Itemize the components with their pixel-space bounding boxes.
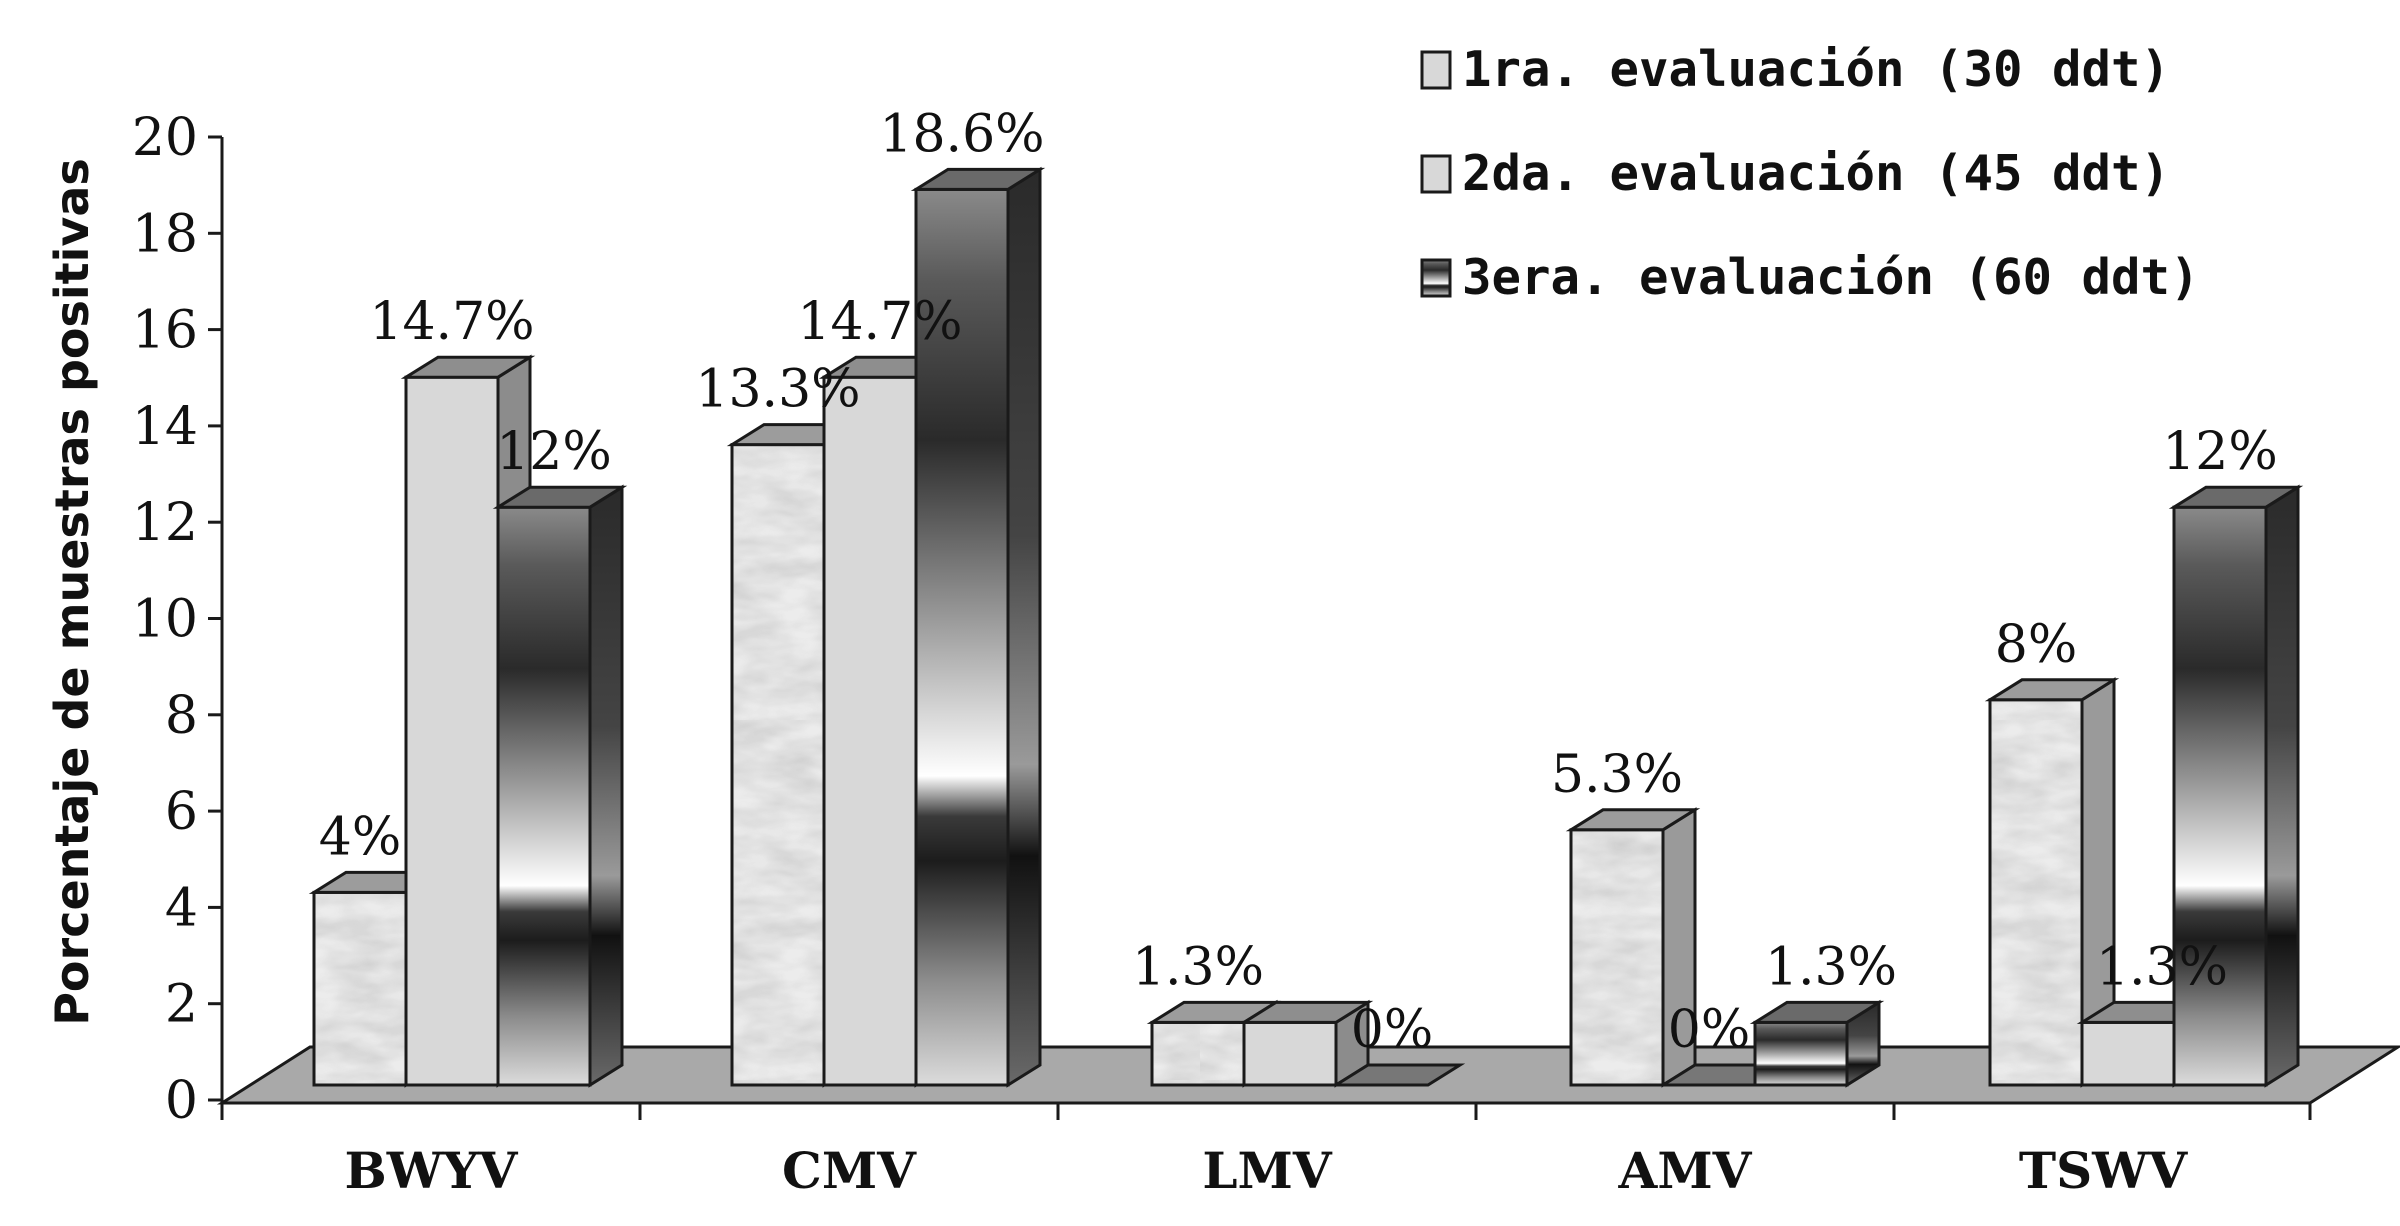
data-label: 5.3% [1551, 745, 1683, 805]
bar-top-face [400, 355, 536, 379]
bar-front-face [914, 187, 1010, 1087]
data-label: 0% [1668, 1000, 1751, 1060]
bar-zero-cap [1330, 1063, 1466, 1087]
data-label: 14.7% [797, 292, 962, 352]
y-tick-label: 16 [132, 301, 198, 361]
data-label: 14.7% [369, 292, 534, 352]
bar-front-face [1988, 698, 2084, 1087]
y-tick-label: 12 [132, 493, 198, 553]
x-tick-label: CMV [782, 1141, 917, 1200]
bar-front-face [496, 505, 592, 1087]
bar-front-face [2172, 505, 2268, 1087]
bar-bwyv-series-3 [492, 484, 628, 1088]
bar-side-face [1006, 166, 1042, 1088]
y-tick-label: 20 [132, 108, 198, 168]
bar-tswv-series-3 [2168, 484, 2304, 1088]
x-tick-label: LMV [1202, 1141, 1333, 1200]
bar-side-face [588, 484, 624, 1088]
legend: 1ra. evaluación (30 ddt) 2da. evaluación … [1420, 41, 2200, 306]
y-tick-label: 0 [165, 1071, 198, 1131]
bar-amv-series-1 [1565, 807, 1701, 1088]
bar-front-face [730, 443, 826, 1087]
bar-lmv-series-3 [1330, 1063, 1466, 1087]
bar-front-face [404, 375, 500, 1087]
bar-front-face [312, 890, 408, 1087]
bar-front-face [1150, 1020, 1246, 1087]
legend-label: 3era. evaluación (60 ddt) [1462, 249, 2200, 306]
legend-swatch [1420, 50, 1452, 90]
y-tick-label: 10 [132, 590, 198, 650]
y-tick-label: 6 [165, 782, 198, 842]
bar-top-face [1984, 678, 2120, 702]
bar-top-face [1565, 808, 1701, 832]
legend-label: 2da. evaluación (45 ddt) [1462, 145, 2170, 202]
data-label: 18.6% [879, 104, 1044, 164]
bar-amv-series-3 [1749, 999, 1885, 1088]
data-label: 1.3% [1765, 937, 1897, 997]
bar-top-face [910, 167, 1046, 191]
bar-front-face [1753, 1020, 1849, 1087]
bar-front-face [1569, 828, 1665, 1087]
data-label: 1.3% [1132, 937, 1264, 997]
data-label: 8% [1995, 615, 2078, 675]
bar-lmv-series-2 [1238, 999, 1374, 1088]
bar-tswv-series-1 [1984, 677, 2120, 1088]
legend-label: 1ra. evaluación (30 ddt) [1462, 41, 2170, 98]
data-label: 0% [1351, 1000, 1434, 1060]
data-label: 13.3% [695, 360, 860, 420]
bar-front-face [2080, 1020, 2176, 1087]
bar-top-face [2168, 485, 2304, 509]
data-labels: 4%14.7%12%13.3%14.7%18.6%1.3%0%5.3%0%1.3… [319, 104, 2278, 1060]
legend-item: 2da. evaluación (45 ddt) [1420, 145, 2170, 202]
y-axis-label: Porcentaje de muestras positivas [45, 158, 99, 1026]
axes: 0 2 4 6 8 10 12 14 16 18 20 BWYV CMV LMV AMV TSWV [132, 108, 2312, 1200]
legend-item: 1ra. evaluación (30 ddt) [1420, 41, 2170, 98]
y-tick-label: 4 [165, 878, 198, 938]
legend-item: 3era. evaluación (60 ddt) [1420, 249, 2200, 306]
data-label: 1.3% [2096, 937, 2228, 997]
bar-cmv-series-3 [910, 166, 1046, 1088]
data-label: 12% [496, 422, 612, 482]
data-label: 12% [2162, 422, 2278, 482]
y-tick-label: 18 [132, 204, 198, 264]
y-tick-label: 8 [165, 686, 198, 746]
legend-swatch [1420, 154, 1452, 194]
x-tick-label: AMV [1618, 1141, 1753, 1200]
bar-top-face [492, 485, 628, 509]
bar-front-face [1242, 1020, 1338, 1087]
bar-front-face [822, 375, 918, 1087]
legend-swatch [1420, 258, 1452, 298]
bar-side-face [2264, 484, 2300, 1088]
y-tick-label: 14 [132, 397, 198, 457]
x-tick-label: TSWV [2019, 1141, 2188, 1200]
bar-top-face [1238, 1000, 1374, 1024]
y-tick-label: 2 [165, 975, 198, 1035]
data-label: 4% [319, 807, 402, 867]
bar-top-face [1749, 1000, 1885, 1024]
x-tick-label: BWYV [345, 1141, 519, 1200]
bars [308, 166, 2304, 1088]
